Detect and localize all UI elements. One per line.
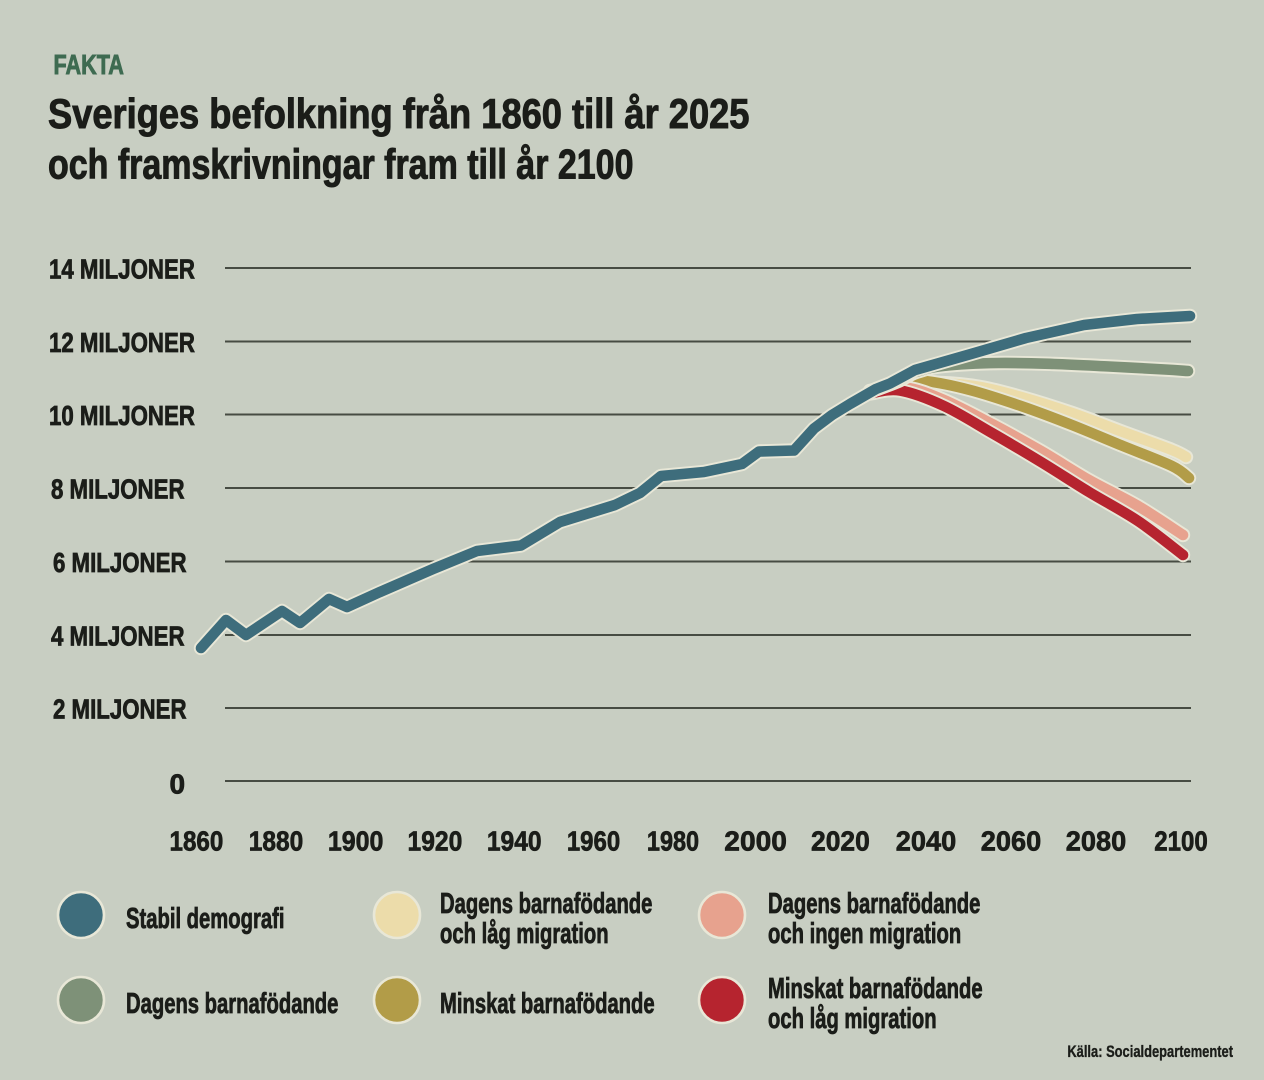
svg-text:0: 0 (170, 769, 186, 800)
svg-text:2 MILJONER: 2 MILJONER (53, 694, 187, 725)
svg-text:1940: 1940 (487, 825, 542, 857)
svg-text:2020: 2020 (811, 825, 870, 857)
svg-text:Minskat barnafödande: Minskat barnafödande (440, 989, 655, 1020)
svg-text:1980: 1980 (647, 827, 699, 857)
svg-text:4 MILJONER: 4 MILJONER (51, 621, 185, 652)
svg-text:och ingen migration: och ingen migration (768, 919, 961, 950)
svg-text:1900: 1900 (328, 825, 384, 857)
svg-text:1920: 1920 (408, 825, 463, 857)
svg-text:2100: 2100 (1154, 825, 1208, 857)
svg-text:FAKTA: FAKTA (54, 51, 125, 81)
svg-text:8 MILJONER: 8 MILJONER (51, 474, 185, 505)
svg-text:1880: 1880 (249, 825, 303, 857)
svg-text:14 MILJONER: 14 MILJONER (49, 254, 195, 285)
svg-text:1960: 1960 (567, 825, 620, 857)
svg-text:och låg migration: och låg migration (768, 1004, 937, 1035)
svg-text:1860: 1860 (170, 825, 224, 857)
svg-text:Källa: Socialdepartementet: Källa: Socialdepartementet (1067, 1042, 1233, 1061)
svg-text:och framskrivningar fram till: och framskrivningar fram till år 2100 (48, 142, 633, 188)
svg-text:2060: 2060 (981, 825, 1041, 856)
svg-text:10 MILJONER: 10 MILJONER (49, 400, 195, 431)
svg-text:och låg migration: och låg migration (440, 919, 609, 950)
svg-text:Minskat barnafödande: Minskat barnafödande (768, 974, 983, 1005)
svg-text:12 MILJONER: 12 MILJONER (49, 327, 195, 358)
svg-text:Sveriges befolkning från 1860: Sveriges befolkning från 1860 till år 20… (48, 92, 749, 138)
svg-text:Dagens barnafödande: Dagens barnafödande (768, 889, 980, 920)
svg-text:Dagens barnafödande: Dagens barnafödande (440, 889, 652, 920)
svg-text:2040: 2040 (896, 825, 956, 856)
svg-text:2000: 2000 (724, 825, 787, 856)
svg-text:6 MILJONER: 6 MILJONER (53, 547, 187, 578)
svg-text:2080: 2080 (1066, 825, 1126, 856)
svg-text:Dagens barnafödande: Dagens barnafödande (126, 989, 338, 1020)
svg-text:Stabil demografi: Stabil demografi (126, 904, 284, 935)
